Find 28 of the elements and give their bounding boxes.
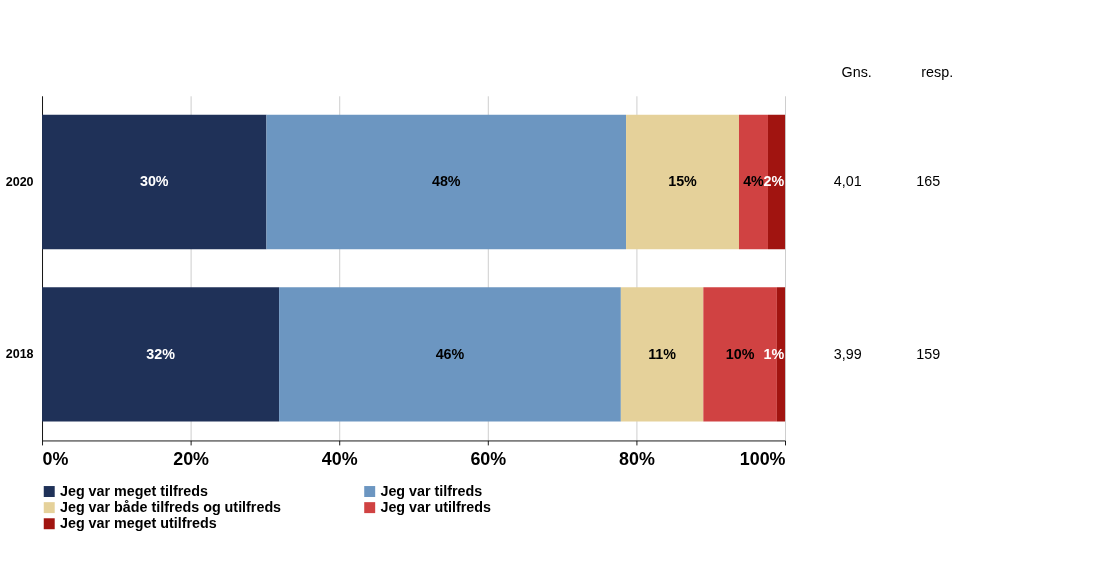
data-label: 10% — [725, 345, 755, 362]
x-tick-label: 40% — [321, 449, 358, 470]
text: 3,99 — [833, 345, 862, 362]
text: 165 — [916, 173, 941, 190]
data-label: 2% — [763, 173, 785, 190]
data-label: 48% — [431, 173, 461, 190]
legend-label: Jeg var meget tilfreds — [59, 483, 208, 499]
text: 4,01 — [833, 173, 862, 190]
data-label: 32% — [146, 345, 176, 362]
x-tick-label: 0% — [42, 449, 69, 470]
legend-label: Jeg var utilfreds — [380, 499, 492, 516]
text: resp. — [921, 64, 954, 81]
text: 159 — [916, 345, 941, 362]
legend-label: Jeg var tilfreds — [380, 483, 483, 499]
data-label: 46% — [435, 345, 465, 362]
x-tick-label: 60% — [470, 449, 507, 470]
x-tick-label: 20% — [173, 449, 210, 470]
data-label: 30% — [139, 173, 169, 190]
data-label: 15% — [668, 173, 698, 190]
data-label: 1% — [763, 345, 785, 362]
text: Gns. — [841, 64, 872, 81]
x-tick-label: 100% — [739, 449, 786, 470]
y-tick-label: 2018 — [5, 346, 34, 361]
legend-label: Jeg var meget utilfreds — [59, 515, 217, 532]
y-tick-label: 2020 — [5, 174, 34, 189]
data-label: 11% — [648, 345, 677, 362]
x-tick-label: 80% — [619, 449, 655, 470]
legend-label: Jeg var både tilfreds og utilfreds — [59, 499, 282, 516]
